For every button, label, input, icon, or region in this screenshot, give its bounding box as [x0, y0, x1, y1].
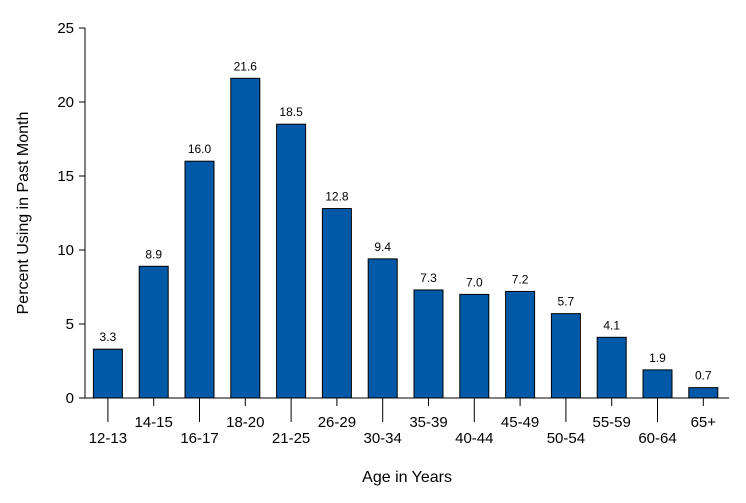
- x-tick-label: 18-20: [226, 414, 264, 431]
- x-tick-label: 14-15: [135, 414, 173, 431]
- bar: [92, 348, 123, 399]
- y-tick-label: 15: [57, 168, 74, 185]
- x-tick-label: 60-64: [638, 430, 676, 447]
- x-tick-label: 26-29: [318, 414, 356, 431]
- bar: [367, 258, 398, 399]
- data-label: 9.4: [374, 240, 391, 254]
- bar: [596, 336, 627, 399]
- data-label: 16.0: [188, 142, 212, 156]
- y-tick-label: 5: [66, 316, 74, 333]
- data-label: 5.7: [558, 295, 575, 309]
- x-tick-label: 30-34: [364, 430, 402, 447]
- data-label: 7.2: [512, 272, 529, 286]
- data-label: 7.0: [466, 275, 483, 289]
- bar: [413, 289, 444, 399]
- bar: [459, 293, 490, 399]
- bar: [321, 208, 352, 399]
- bar: [642, 369, 673, 399]
- bar: [505, 290, 536, 399]
- data-label: 3.3: [100, 330, 117, 344]
- x-ticks-group: 12-13 14-15 16-17 18-20 21-25 26-29 30-34 35-39…: [89, 398, 717, 447]
- bar: [230, 77, 261, 399]
- y-tick-label: 25: [57, 20, 74, 37]
- x-tick-label: 12-13: [89, 430, 127, 447]
- x-tick-label: 16-17: [180, 430, 218, 447]
- data-label: 12.8: [325, 190, 349, 204]
- y-ticks-group: 0 5 10 15 20 25: [57, 20, 85, 407]
- y-axis-title: Percent Using in Past Month: [15, 112, 32, 315]
- data-label: 8.9: [145, 247, 162, 261]
- data-label: 21.6: [234, 59, 258, 73]
- x-axis-title: Age in Years: [362, 469, 452, 486]
- x-tick-label: 40-44: [455, 430, 493, 447]
- bar: [276, 123, 307, 399]
- x-tick-label: 50-54: [547, 430, 585, 447]
- data-label: 0.7: [695, 369, 712, 383]
- x-tick-label: 21-25: [272, 430, 310, 447]
- bar: [688, 387, 719, 399]
- data-label: 4.1: [603, 318, 620, 332]
- data-label: 7.3: [420, 271, 437, 285]
- x-tick-label: 45-49: [501, 414, 539, 431]
- y-tick-label: 0: [66, 390, 74, 407]
- bar: [184, 160, 215, 399]
- y-tick-label: 10: [57, 242, 74, 259]
- data-labels-group: 3.3 8.9 16.0 21.6 18.5 12.8 9.4 7.3 7.0 7.2 5.7 4.1…: [100, 59, 712, 382]
- data-label: 18.5: [279, 105, 303, 119]
- data-label: 1.9: [649, 351, 666, 365]
- x-tick-label: 35-39: [409, 414, 447, 431]
- bar: [138, 265, 169, 399]
- bars-group: [92, 77, 719, 399]
- y-tick-label: 20: [57, 94, 74, 111]
- x-tick-label: 55-59: [593, 414, 631, 431]
- x-tick-label: 65+: [691, 414, 717, 431]
- bar: [550, 313, 581, 399]
